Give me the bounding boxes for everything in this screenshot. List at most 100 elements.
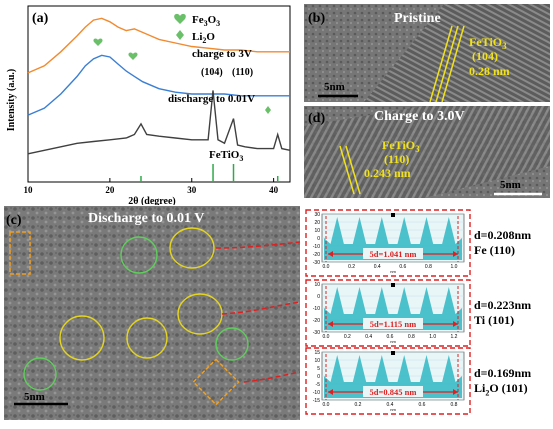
fft-profile-3: 15 10 5 0 -5 -10 -150.0 0.2 0.4 0.6 0.8 nm 5d=0.845 … (305, 347, 471, 415)
fft-arrowhead-1-1 (453, 251, 458, 257)
roi-box-1 (9, 231, 31, 275)
fft-arrowhead-2-1 (453, 321, 458, 327)
panel-d-plane: (110) (384, 152, 409, 166)
fft-x-tick-1-1: 0.2 (348, 264, 355, 270)
series-line-0 (27, 17, 290, 74)
fft-x-tick-2-6: 1.2 (451, 334, 458, 340)
panel-b-plane: (104) (472, 49, 498, 63)
peak-label-104: (104) (201, 67, 223, 78)
fft-y-tick-2-0: 10 (314, 282, 320, 288)
fft-d-1: d=0.208nm (474, 228, 532, 242)
fft-phase-2: Ti (101) (474, 313, 515, 327)
fft-y-tick-1-5: -20 (313, 252, 320, 258)
fft-center-marker-2 (391, 283, 395, 287)
scale-label-b: 5nm (324, 81, 345, 93)
fft-y-tick-1-6: -30 (313, 260, 320, 266)
fft-phase-1: Fe (110) (474, 243, 515, 257)
xrd-series (27, 17, 291, 155)
fft-phase-3: Li2O (101) (474, 381, 528, 398)
fft-y-tick-2-4: -30 (313, 330, 320, 336)
fft-y-tick-2-3: -20 (313, 318, 320, 324)
panel-label-a: (a) (32, 11, 49, 26)
fft-y-tick-3-1: 10 (314, 358, 320, 364)
panel-d-title: Charge to 3.0V (374, 109, 465, 124)
fft-arrowhead-3-1 (453, 389, 458, 395)
fft-label-bg-3 (363, 386, 423, 397)
green-circle-3 (23, 357, 57, 391)
fft-x-tick-2-3: 0.6 (387, 334, 394, 340)
fft-x-tick-2-0: 0.0 (323, 334, 330, 340)
peak-marker-heart-2-icon (128, 52, 138, 60)
panel-a-xrd-chart: (a) Intensity (a.u.) 2θ (degree) 10 20 30 4… (0, 0, 300, 207)
x-tick-label-2: 30 (187, 185, 197, 195)
fft-y-tick-3-3: 0 (317, 374, 320, 380)
xrd-chart-svg: (a) Intensity (a.u.) 2θ (degree) 10 20 30 4… (6, 5, 291, 207)
fft-y-tick-1-3: 0 (317, 236, 320, 242)
x-tick-label-3: 40 (269, 185, 279, 195)
fft-x-tick-1-4: 0.8 (425, 264, 432, 270)
fft-measure-label-3: 5d=0.845 nm (370, 387, 417, 397)
panel-label-b: (b) (308, 11, 325, 26)
fft-y-tick-3-6: -15 (313, 398, 320, 404)
fft-x-tick-3-4: 0.8 (451, 402, 458, 408)
fft-x-tick-1-2: 0.4 (374, 264, 381, 270)
curve-label-pristine: FeTiO3 (209, 149, 243, 163)
panel-label-d: (d) (308, 111, 325, 126)
fft-d-2: d=0.223nm (474, 298, 532, 312)
fft-x-unit-2: nm (390, 339, 396, 344)
fft-label-1: d=0.208nm Fe (110) (474, 228, 531, 258)
fft-y-tick-3-2: 5 (317, 366, 320, 372)
legend-fe2o3: Fe3O3 (192, 14, 220, 28)
fft-label-3: d=0.169nm Li2O (101) (474, 366, 531, 400)
connector-2 (221, 301, 300, 315)
fft-x-tick-1-3: 0.6 (399, 264, 406, 270)
fft-y-tick-1-0: 30 (314, 212, 320, 218)
fft-x-tick-1-0: 0.0 (323, 264, 330, 270)
legend-fe2o3-sub: 3 (204, 19, 208, 28)
connector-3 (243, 371, 300, 383)
legend: Fe3O3 Li2O (174, 13, 220, 45)
x-axis-ticks: 10 20 30 40 (24, 178, 279, 195)
fft-measure-label-1: 5d=1.041 nm (370, 249, 417, 259)
legend-li2o: Li2O (192, 31, 215, 45)
fft-arrowhead-3-0 (328, 389, 333, 395)
curve-label-charge: charge to 3V (192, 48, 252, 60)
fft-label-bg-1 (363, 248, 423, 259)
x-tick-label-1: 20 (105, 185, 115, 195)
fft-x-tick-2-4: 0.8 (408, 334, 415, 340)
panel-d-spacing: 0.243 nm (364, 166, 411, 180)
fft-x-unit-1: nm (390, 269, 396, 274)
panel-b-title: Pristine (394, 11, 441, 26)
fft-x-tick-3-1: 0.2 (355, 402, 362, 408)
fft-label-2: d=0.223nm Ti (101) (474, 298, 531, 328)
fft-y-tick-3-4: -5 (316, 382, 321, 388)
fft-x-tick-2-5: 1.0 (429, 334, 436, 340)
fft-profiles: 30 20 10 0 -10 -20 -30 0.0 0.2 0.4 0.6 0.8 1.0 nm 5d=1… (302, 206, 553, 424)
fft-arrowhead-2-0 (328, 321, 333, 327)
yellow-circle-1 (169, 227, 215, 269)
fft-x-unit-3: nm (390, 407, 396, 412)
fft-x-tick-3-0: 0.0 (323, 402, 330, 408)
fft-waveform-2 (324, 287, 462, 330)
fft-y-tick-1-1: 20 (314, 220, 320, 226)
curve-label-discharge: discharge to 0.01V (168, 93, 255, 105)
x-axis-label: 2θ (degree) (128, 196, 176, 205)
x-tick-label-0: 10 (24, 185, 34, 195)
panel-b-spacing: 0.28 nm (469, 64, 510, 78)
fft-x-tick-2-2: 0.4 (365, 334, 372, 340)
panel-label-c: (c) (6, 213, 22, 228)
peak-marker-diamond-icon (265, 106, 271, 114)
panel-c-discharge-tem: (c) Discharge to 0.01 V 5nm (4, 206, 300, 420)
diamond-marker-icon (176, 30, 184, 40)
fft-arrowhead-1-0 (328, 251, 333, 257)
fft-profile-2: 10 0 -10 -20 -300.0 0.2 0.4 0.6 0.8 1.0 1.2 nm 5d=1.… (305, 279, 471, 347)
series-line-2 (27, 90, 291, 155)
yellow-circle-2 (59, 315, 105, 361)
fft-x-tick-1-5: 1.0 (451, 264, 458, 270)
fft-y-tick-2-1: 0 (317, 294, 320, 300)
fft-center-marker-1 (391, 213, 395, 217)
connector-1 (215, 241, 300, 249)
fft-y-tick-2-2: -10 (313, 306, 320, 312)
fft-y-tick-3-5: -10 (313, 390, 320, 396)
